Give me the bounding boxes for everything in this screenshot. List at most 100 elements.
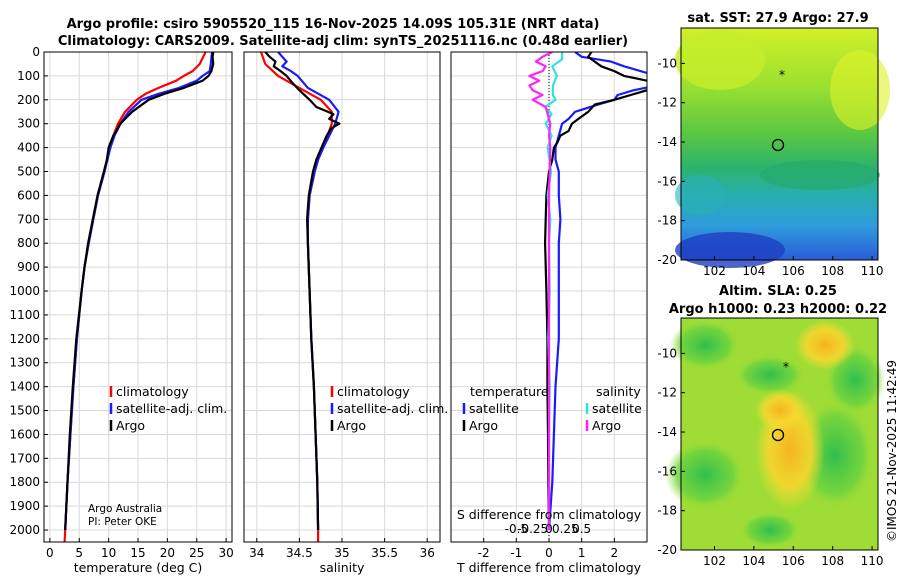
legend-label: satellite-adj. clim. [116,401,227,416]
sst-argo-location [771,138,785,152]
legend-label: satellite-adj. clim. [337,401,448,416]
y-tick-label: 600 [17,188,40,202]
legend-label: satellite [592,401,642,416]
map-x-label: 108 [821,554,844,568]
map-y-label: -14 [657,135,677,149]
map-y-label: -12 [657,96,677,110]
y-tick-label: 0 [32,45,40,59]
y-tick-label: 1800 [9,475,40,489]
map-y-label: -10 [657,346,677,360]
y-tick-label: 300 [17,117,40,131]
x-tick-label: 36 [420,546,435,560]
panel-frame [450,51,648,543]
x-tick-label: -1 [510,546,522,560]
x-axis-label: T difference from climatology [456,560,642,575]
sal-tick-label: 0.25 [552,522,579,536]
imos-watermark: ©IMOS 21-Nov-2025 11:42:49 [885,360,899,542]
series-line-climatology [63,52,207,542]
map-x-label: 106 [782,264,805,278]
x-tick-label: 15 [130,546,145,560]
map-y-label: -18 [657,214,677,228]
y-tick-label: 400 [17,141,40,155]
title-line-2: Climatology: CARS2009. Satellite-adj cli… [58,34,628,49]
map-y-label: -20 [657,253,677,267]
x-tick-label: 1 [578,546,586,560]
legend-header-salinity: salinity [596,384,641,399]
series-line-temperature-satellite [547,52,647,531]
map-x-label: 102 [703,264,726,278]
depth-axis: 0 100 200 300 400 500 600 700 800 900 1000 1100 1200… [9,45,48,537]
legend-label: satellite [469,401,519,416]
y-tick-label: 1000 [9,284,40,298]
map-y-label: -14 [657,425,677,439]
panel-frame [43,51,233,543]
x-axis-label: salinity [320,560,365,575]
x-tick-label: 34.5 [286,546,313,560]
panel-frame [243,51,441,543]
y-tick-label: 200 [17,93,40,107]
legend-header-temperature: temperature [470,384,549,399]
sla-map-title-1: Altim. SLA: 0.25 [719,284,837,299]
y-tick-label: 1500 [9,404,40,418]
sst-map: sat. SST: 27.9 Argo: 27.9 * 102 104 106 108… [657,11,890,278]
y-tick-label: 800 [17,236,40,250]
y-tick-label: 1700 [9,451,40,465]
map-y-label: -16 [657,464,677,478]
y-tick-label: 700 [17,212,40,226]
x-tick-label: 25 [189,546,204,560]
map-x-label: 108 [821,264,844,278]
x-tick-label: 2 [611,546,619,560]
sal-tick-label: -0.25 [517,522,548,536]
x-tick-label: -2 [478,546,490,560]
legend-label: Argo [337,418,366,433]
sal-tick-label: 0 [545,522,553,536]
legend-label: Argo [116,418,145,433]
y-tick-label: 1100 [9,308,40,322]
x-tick-label: 34 [249,546,264,560]
x-tick-label: 35 [334,546,349,560]
y-tick-label: 500 [17,165,40,179]
map-x-label: 102 [703,554,726,568]
sst-map-axes: 102 104 106 108 110 -10 -12 -14 -16 -18 -20 [657,56,883,278]
sst-argo-marker: * [779,68,785,82]
map-x-label: 110 [861,554,884,568]
series-line-salinity-argo [528,52,553,530]
map-x-label: 104 [742,554,765,568]
series-line-argo [64,52,215,531]
x-tick-label: 0 [545,546,553,560]
y-tick-label: 1600 [9,427,40,441]
y-tick-label: 1200 [9,332,40,346]
map-x-label: 106 [782,554,805,568]
x-axis-label: temperature (deg C) [74,560,203,575]
x-tick-label: 0 [46,546,54,560]
map-y-label: -20 [657,543,677,557]
y-tick-label: 100 [17,69,40,83]
x-tick-label: 35.5 [371,546,398,560]
credit-line-2: PI: Peter OKE [88,516,157,528]
map-y-label: -16 [657,174,677,188]
y-tick-label: 2000 [9,523,40,537]
legend-label: Argo [592,418,621,433]
map-y-label: -10 [657,56,677,70]
sst-map-title: sat. SST: 27.9 Argo: 27.9 [687,11,868,26]
title-line-1: Argo profile: csiro 5905520_115 16-Nov-2… [67,17,600,32]
sla-argo-location [771,428,785,442]
series-line-climatology [259,52,333,542]
map-x-label: 104 [742,264,765,278]
salinity-panel: 34 34.5 35 35.5 36 salinity climatology satelli… [243,51,448,575]
sal-tick-label: 0.5 [572,522,591,536]
credit-line-1: Argo Australia [88,503,162,515]
difference-panel: -2 -1 0 1 2T difference from climatology S di… [450,51,648,575]
sal-axis-label: S difference from climatology [457,507,642,522]
sal-tick-label: -0.5 [505,522,528,536]
sst-map-frame [680,27,879,261]
sla-map: Altim. SLA: 0.25 Argo h1000: 0.23 h2000:… [657,284,887,568]
series-group [259,52,341,542]
x-tick-label: 20 [160,546,175,560]
sla-map-title-2: Argo h1000: 0.23 h2000: 0.22 [669,302,887,317]
x-tick-label: 30 [218,546,233,560]
sst-map-field [675,28,890,268]
sla-map-field [665,318,885,550]
x-tick-label: 5 [75,546,83,560]
